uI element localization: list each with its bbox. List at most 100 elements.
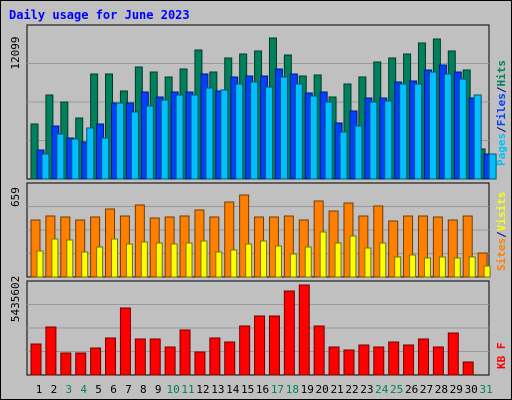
bar-pages-day-15: [250, 81, 259, 180]
bar-sites-day-4: [75, 219, 86, 278]
legend: Pages/Files/Hits: [495, 60, 508, 166]
bar-sites-day-29: [447, 219, 458, 278]
bar-kb-f-day-24: [373, 346, 385, 376]
bar-pages-day-12: [205, 87, 214, 180]
bar-visits-day-19: [304, 246, 312, 278]
x-tick-label-day-2: 2: [51, 383, 58, 396]
bar-kb-f-day-5: [90, 347, 102, 376]
bar-kb-f-day-20: [313, 325, 325, 376]
x-tick-label-day-1: 1: [36, 383, 43, 396]
bar-kb-f-day-1: [30, 343, 42, 376]
bar-visits-day-28: [438, 256, 446, 278]
bar-sites-day-25: [388, 220, 399, 278]
bar-pages-day-7: [130, 111, 139, 180]
bar-kb-f-day-15: [239, 325, 251, 376]
bar-kb-f-day-30: [462, 361, 474, 376]
legend-item-1: /: [495, 231, 508, 238]
bar-visits-day-10: [170, 243, 178, 278]
bar-kb-f-day-17: [268, 315, 280, 376]
x-tick-label-day-10: 10: [167, 383, 180, 396]
bar-pages-day-1: [41, 153, 50, 180]
bar-visits-day-26: [409, 254, 417, 278]
bar-sites-day-13: [209, 216, 220, 278]
bar-visits-day-23: [364, 247, 372, 278]
bar-kb-f-day-10: [164, 346, 176, 376]
x-tick-label-day-28: 28: [435, 383, 448, 396]
bar-kb-f-day-12: [194, 351, 206, 376]
x-tick-label-day-9: 9: [155, 383, 162, 396]
bar-sites-day-8: [134, 204, 145, 278]
bar-sites-day-31: [477, 252, 488, 278]
bar-pages-day-24: [384, 100, 393, 180]
bar-pages-day-16: [265, 86, 274, 180]
bar-pages-day-23: [369, 101, 378, 180]
x-tick-label-day-22: 22: [345, 383, 358, 396]
bar-visits-day-24: [379, 242, 387, 278]
x-tick-label-day-29: 29: [450, 383, 463, 396]
bar-visits-day-9: [155, 242, 163, 278]
bar-kb-f-day-7: [119, 307, 131, 376]
legend-item-0: Sites: [495, 238, 508, 271]
bar-visits-day-8: [140, 241, 148, 278]
bar-pages-day-9: [160, 99, 169, 180]
bar-visits-day-31: [483, 265, 491, 278]
legend-item-4: Hits: [495, 60, 508, 87]
bar-visits-day-22: [349, 235, 357, 278]
bar-pages-day-13: [220, 89, 229, 180]
legend: Sites/Visits: [495, 192, 508, 272]
bar-visits-day-5: [96, 246, 104, 278]
x-tick-label-day-3: 3: [65, 383, 72, 396]
x-tick-label-day-26: 26: [405, 383, 418, 396]
bar-pages-day-29: [458, 78, 467, 180]
legend-item-1: /: [495, 126, 508, 133]
bar-pages-day-20: [324, 101, 333, 180]
bar-pages-day-3: [71, 138, 80, 180]
x-tick-label-day-11: 11: [181, 383, 194, 396]
x-tick-label-day-17: 17: [271, 383, 284, 396]
bar-kb-f-day-4: [75, 352, 87, 376]
x-tick-label-day-7: 7: [125, 383, 132, 396]
legend-item-0: Pages: [495, 133, 508, 166]
bar-pages-day-21: [339, 131, 348, 180]
bar-kb-f-day-21: [328, 346, 340, 376]
x-tick-label-day-24: 24: [375, 383, 389, 396]
x-tick-label-day-8: 8: [140, 383, 147, 396]
legend: KB F: [495, 343, 508, 370]
bar-visits-day-11: [185, 242, 193, 278]
bar-visits-day-12: [200, 240, 208, 278]
bar-visits-day-17: [274, 245, 282, 278]
bar-kb-f-day-28: [432, 346, 444, 376]
bar-kb-f-day-2: [45, 326, 57, 376]
chart-title: Daily usage for June 2023: [9, 8, 190, 22]
bar-pages-day-6: [116, 102, 125, 180]
bar-kb-f-day-8: [134, 338, 146, 376]
bar-sites-day-18: [283, 215, 294, 278]
bar-sites-day-24: [373, 205, 384, 278]
bar-pages-day-11: [190, 94, 199, 180]
bar-visits-day-7: [125, 243, 133, 278]
bar-pages-day-10: [175, 94, 184, 180]
bar-kb-f-day-6: [105, 337, 117, 376]
bar-visits-day-14: [230, 249, 238, 278]
bar-pages-day-14: [235, 83, 244, 180]
bar-visits-day-27: [423, 257, 431, 278]
bar-kb-f-day-23: [358, 344, 370, 376]
bar-visits-day-30: [468, 256, 476, 278]
bar-pages-day-30: [473, 94, 482, 180]
bar-kb-f-day-18: [283, 290, 295, 376]
bar-kb-f-day-3: [60, 352, 72, 376]
x-tick-label-day-31: 31: [479, 383, 492, 396]
bar-visits-day-2: [51, 238, 59, 278]
bar-pages-day-17: [279, 76, 288, 180]
bar-pages-day-19: [309, 95, 318, 180]
bar-sites-day-30: [462, 215, 473, 278]
bar-sites-day-15: [239, 194, 250, 278]
bar-sites-day-14: [224, 201, 235, 278]
x-tick-label-day-14: 14: [226, 383, 240, 396]
bar-sites-day-23: [358, 215, 369, 278]
bar-kb-f-day-14: [224, 341, 236, 376]
bar-kb-f-day-27: [417, 338, 429, 376]
x-tick-label-day-30: 30: [465, 383, 478, 396]
bar-pages-day-31: [488, 153, 497, 180]
bar-visits-day-25: [394, 256, 402, 278]
